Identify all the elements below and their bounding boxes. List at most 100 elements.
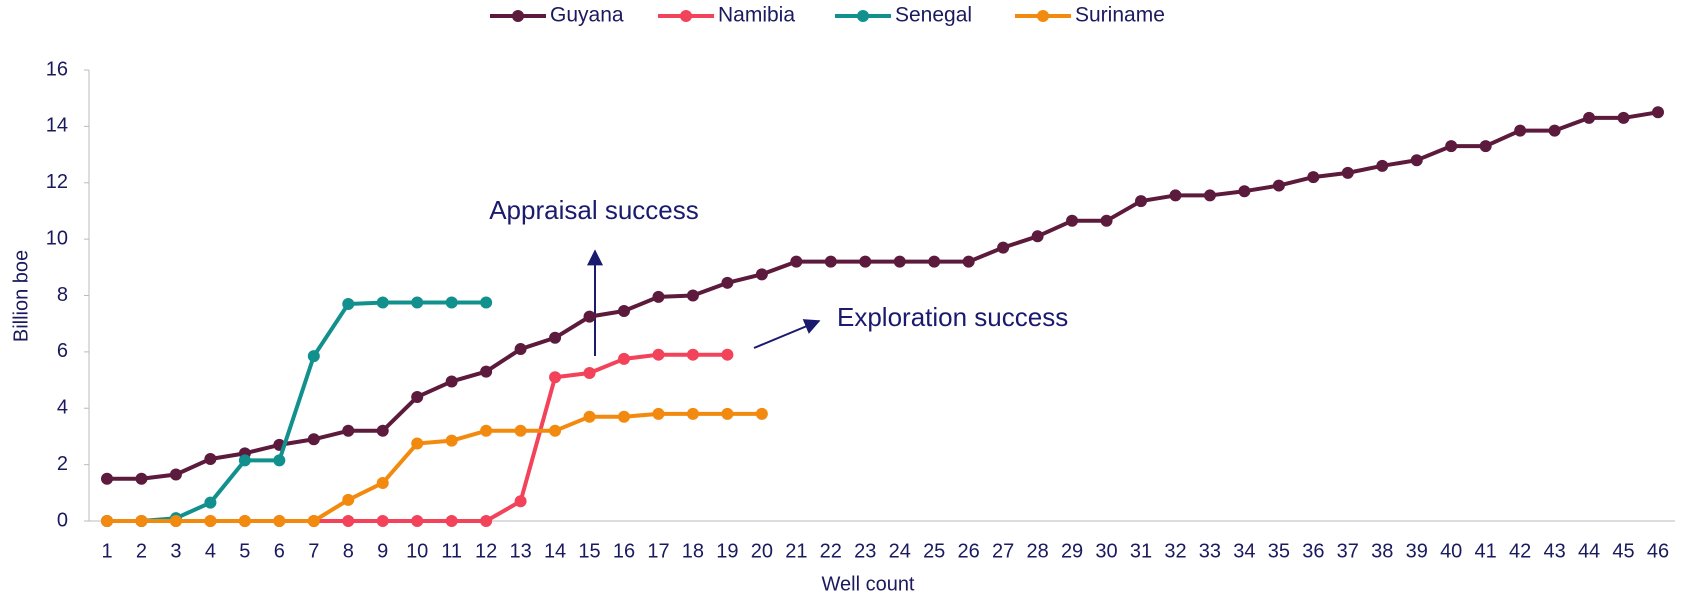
- y-tick-label: 12: [46, 171, 68, 193]
- y-axis-title: Billion boe: [10, 250, 32, 342]
- data-point: [1100, 214, 1113, 227]
- data-point: [445, 434, 458, 447]
- legend-marker: [857, 10, 869, 22]
- x-tick-label: 15: [578, 540, 600, 562]
- y-tick-label: 0: [57, 509, 68, 531]
- y-tick-label: 16: [46, 58, 68, 80]
- data-point: [1031, 230, 1044, 243]
- data-point: [721, 276, 734, 289]
- x-tick-label: 11: [441, 540, 462, 562]
- data-point: [514, 495, 527, 508]
- data-point: [652, 290, 665, 303]
- x-tick-label: 2: [136, 540, 147, 562]
- y-tick-label: 10: [46, 227, 68, 249]
- x-tick-label: 4: [205, 540, 216, 562]
- x-tick-label: 20: [751, 540, 773, 562]
- legend-label: Namibia: [718, 4, 795, 27]
- x-tick-label: 34: [1233, 540, 1255, 562]
- data-point: [1066, 214, 1079, 227]
- data-point: [1135, 195, 1147, 208]
- x-tick-label: 7: [308, 540, 319, 562]
- y-tick-label: 8: [57, 284, 68, 306]
- x-tick-label: 6: [274, 540, 285, 562]
- data-point: [514, 424, 527, 437]
- x-tick-label: 5: [239, 540, 250, 562]
- data-point: [376, 476, 389, 489]
- data-point: [1341, 166, 1354, 179]
- legend-marker: [512, 10, 524, 22]
- x-tick-label: 28: [1026, 540, 1048, 562]
- data-point: [928, 255, 941, 268]
- data-point: [893, 255, 906, 268]
- annotation-arrow: [753, 319, 821, 349]
- data-point: [549, 331, 562, 344]
- data-point: [618, 305, 630, 318]
- data-point: [652, 407, 665, 420]
- data-point: [204, 452, 217, 465]
- series-line: [107, 300, 487, 523]
- data-point: [480, 424, 493, 437]
- data-point: [583, 310, 596, 323]
- x-tick-label: 22: [820, 540, 842, 562]
- data-point: [135, 515, 148, 527]
- data-point: [583, 367, 596, 380]
- data-point: [445, 296, 458, 309]
- data-point: [1617, 111, 1630, 124]
- legend-label: Suriname: [1075, 4, 1165, 27]
- data-point: [1410, 154, 1423, 167]
- x-tick-label: 9: [377, 540, 388, 562]
- x-tick-label: 19: [716, 540, 738, 562]
- x-tick-label: 13: [509, 540, 531, 562]
- x-tick-label: 35: [1268, 540, 1290, 562]
- y-tick-label: 4: [57, 397, 68, 419]
- data-point: [411, 437, 424, 450]
- x-tick-label: 42: [1509, 540, 1531, 562]
- data-point: [411, 515, 424, 527]
- data-point: [273, 454, 286, 467]
- data-point: [1583, 111, 1596, 124]
- data-point: [204, 515, 217, 527]
- data-point: [411, 296, 424, 309]
- legend-marker: [680, 10, 692, 22]
- data-point: [859, 255, 872, 268]
- data-point: [721, 407, 734, 420]
- x-tick-label: 32: [1164, 540, 1186, 562]
- annotation: Exploration success: [837, 302, 1068, 332]
- data-point: [238, 454, 251, 467]
- data-point: [1272, 179, 1285, 192]
- data-point: [686, 289, 699, 302]
- data-point: [583, 410, 596, 423]
- data-point: [411, 390, 424, 403]
- data-point: [652, 348, 665, 361]
- x-tick-label: 24: [889, 540, 911, 562]
- x-tick-label: 36: [1302, 540, 1324, 562]
- data-point: [169, 515, 182, 527]
- x-tick-label: 37: [1337, 540, 1359, 562]
- data-point: [618, 352, 630, 365]
- data-point: [1514, 124, 1527, 137]
- data-point: [445, 515, 458, 527]
- x-tick-label: 29: [1061, 540, 1083, 562]
- data-point: [480, 365, 493, 378]
- x-tick-label: 40: [1440, 540, 1462, 562]
- data-point: [376, 424, 389, 437]
- y-tick-label: 14: [46, 115, 68, 137]
- x-tick-label: 1: [101, 540, 112, 562]
- data-point: [1307, 171, 1320, 184]
- x-tick-label: 43: [1543, 540, 1565, 562]
- data-point: [755, 268, 768, 281]
- data-point: [342, 493, 355, 506]
- x-tick-label: 46: [1647, 540, 1669, 562]
- data-point: [342, 424, 355, 437]
- data-point: [618, 410, 630, 423]
- data-point: [790, 255, 803, 268]
- data-point: [1479, 140, 1492, 153]
- data-point: [307, 433, 320, 446]
- x-tick-label: 26: [958, 540, 980, 562]
- x-tick-label: 10: [406, 540, 428, 562]
- data-point: [307, 515, 320, 527]
- data-point: [342, 297, 355, 310]
- x-tick-label: 39: [1406, 540, 1428, 562]
- x-tick-label: 23: [854, 540, 876, 562]
